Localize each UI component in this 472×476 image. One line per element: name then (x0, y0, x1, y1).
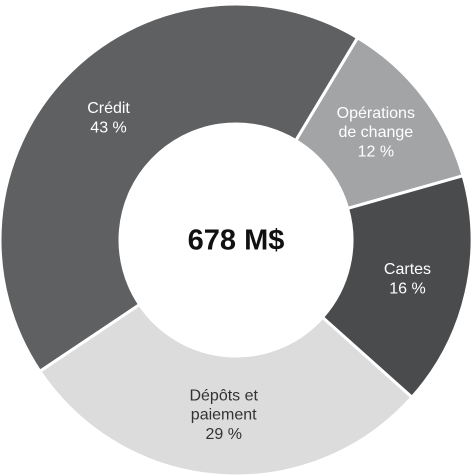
value-label: 16 % (389, 280, 425, 297)
segment-label: Dépôts et paiement (189, 388, 258, 424)
center-label: 678 M$ (188, 225, 285, 257)
value-label: 29 % (205, 426, 241, 443)
value-label: 43 % (90, 119, 126, 136)
donut-segment (0, 2, 360, 374)
segment-label: Crédit (87, 100, 130, 117)
donut-segment (37, 302, 415, 476)
value-label: 12 % (358, 143, 394, 160)
segment-label: Opérations de change (337, 105, 415, 141)
segment-label: Cartes (384, 261, 431, 278)
